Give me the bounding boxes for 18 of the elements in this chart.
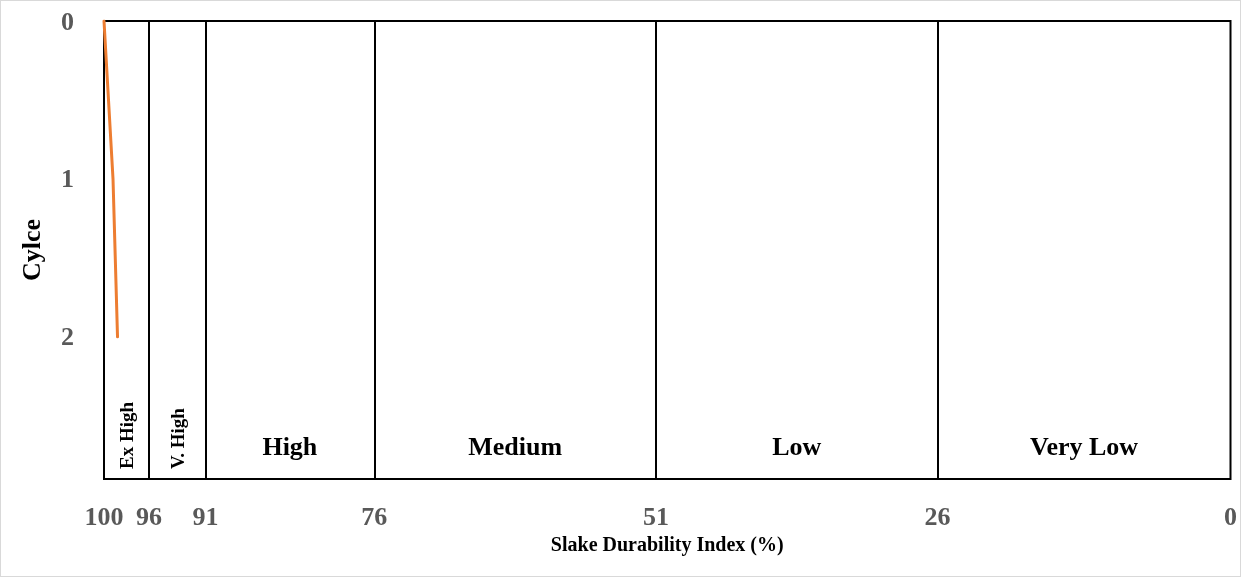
x-tick-label: 100 <box>84 501 124 531</box>
y-axis-title: Cylce <box>16 218 46 282</box>
x-tick-label: 96 <box>136 501 163 531</box>
y-tick-label: 1 <box>61 164 74 194</box>
annotation: High <box>262 431 318 461</box>
annotation: Ex High <box>116 401 138 469</box>
annotation: Low <box>772 431 822 461</box>
y-tick-label: 0 <box>61 6 74 36</box>
x-tick-label: 76 <box>361 501 388 531</box>
annotation: Very Low <box>1030 431 1139 461</box>
x-tick-label: 0 <box>1224 501 1237 531</box>
annotation: Medium <box>468 431 563 461</box>
x-axis-title: Slake Durability Index (%) <box>550 532 784 556</box>
x-tick-label: 51 <box>642 501 669 531</box>
y-tick-label: 2 <box>61 322 74 352</box>
annotation: V. High <box>166 407 188 469</box>
x-tick-label: 91 <box>192 501 219 531</box>
x-tick-label: 26 <box>924 501 951 531</box>
